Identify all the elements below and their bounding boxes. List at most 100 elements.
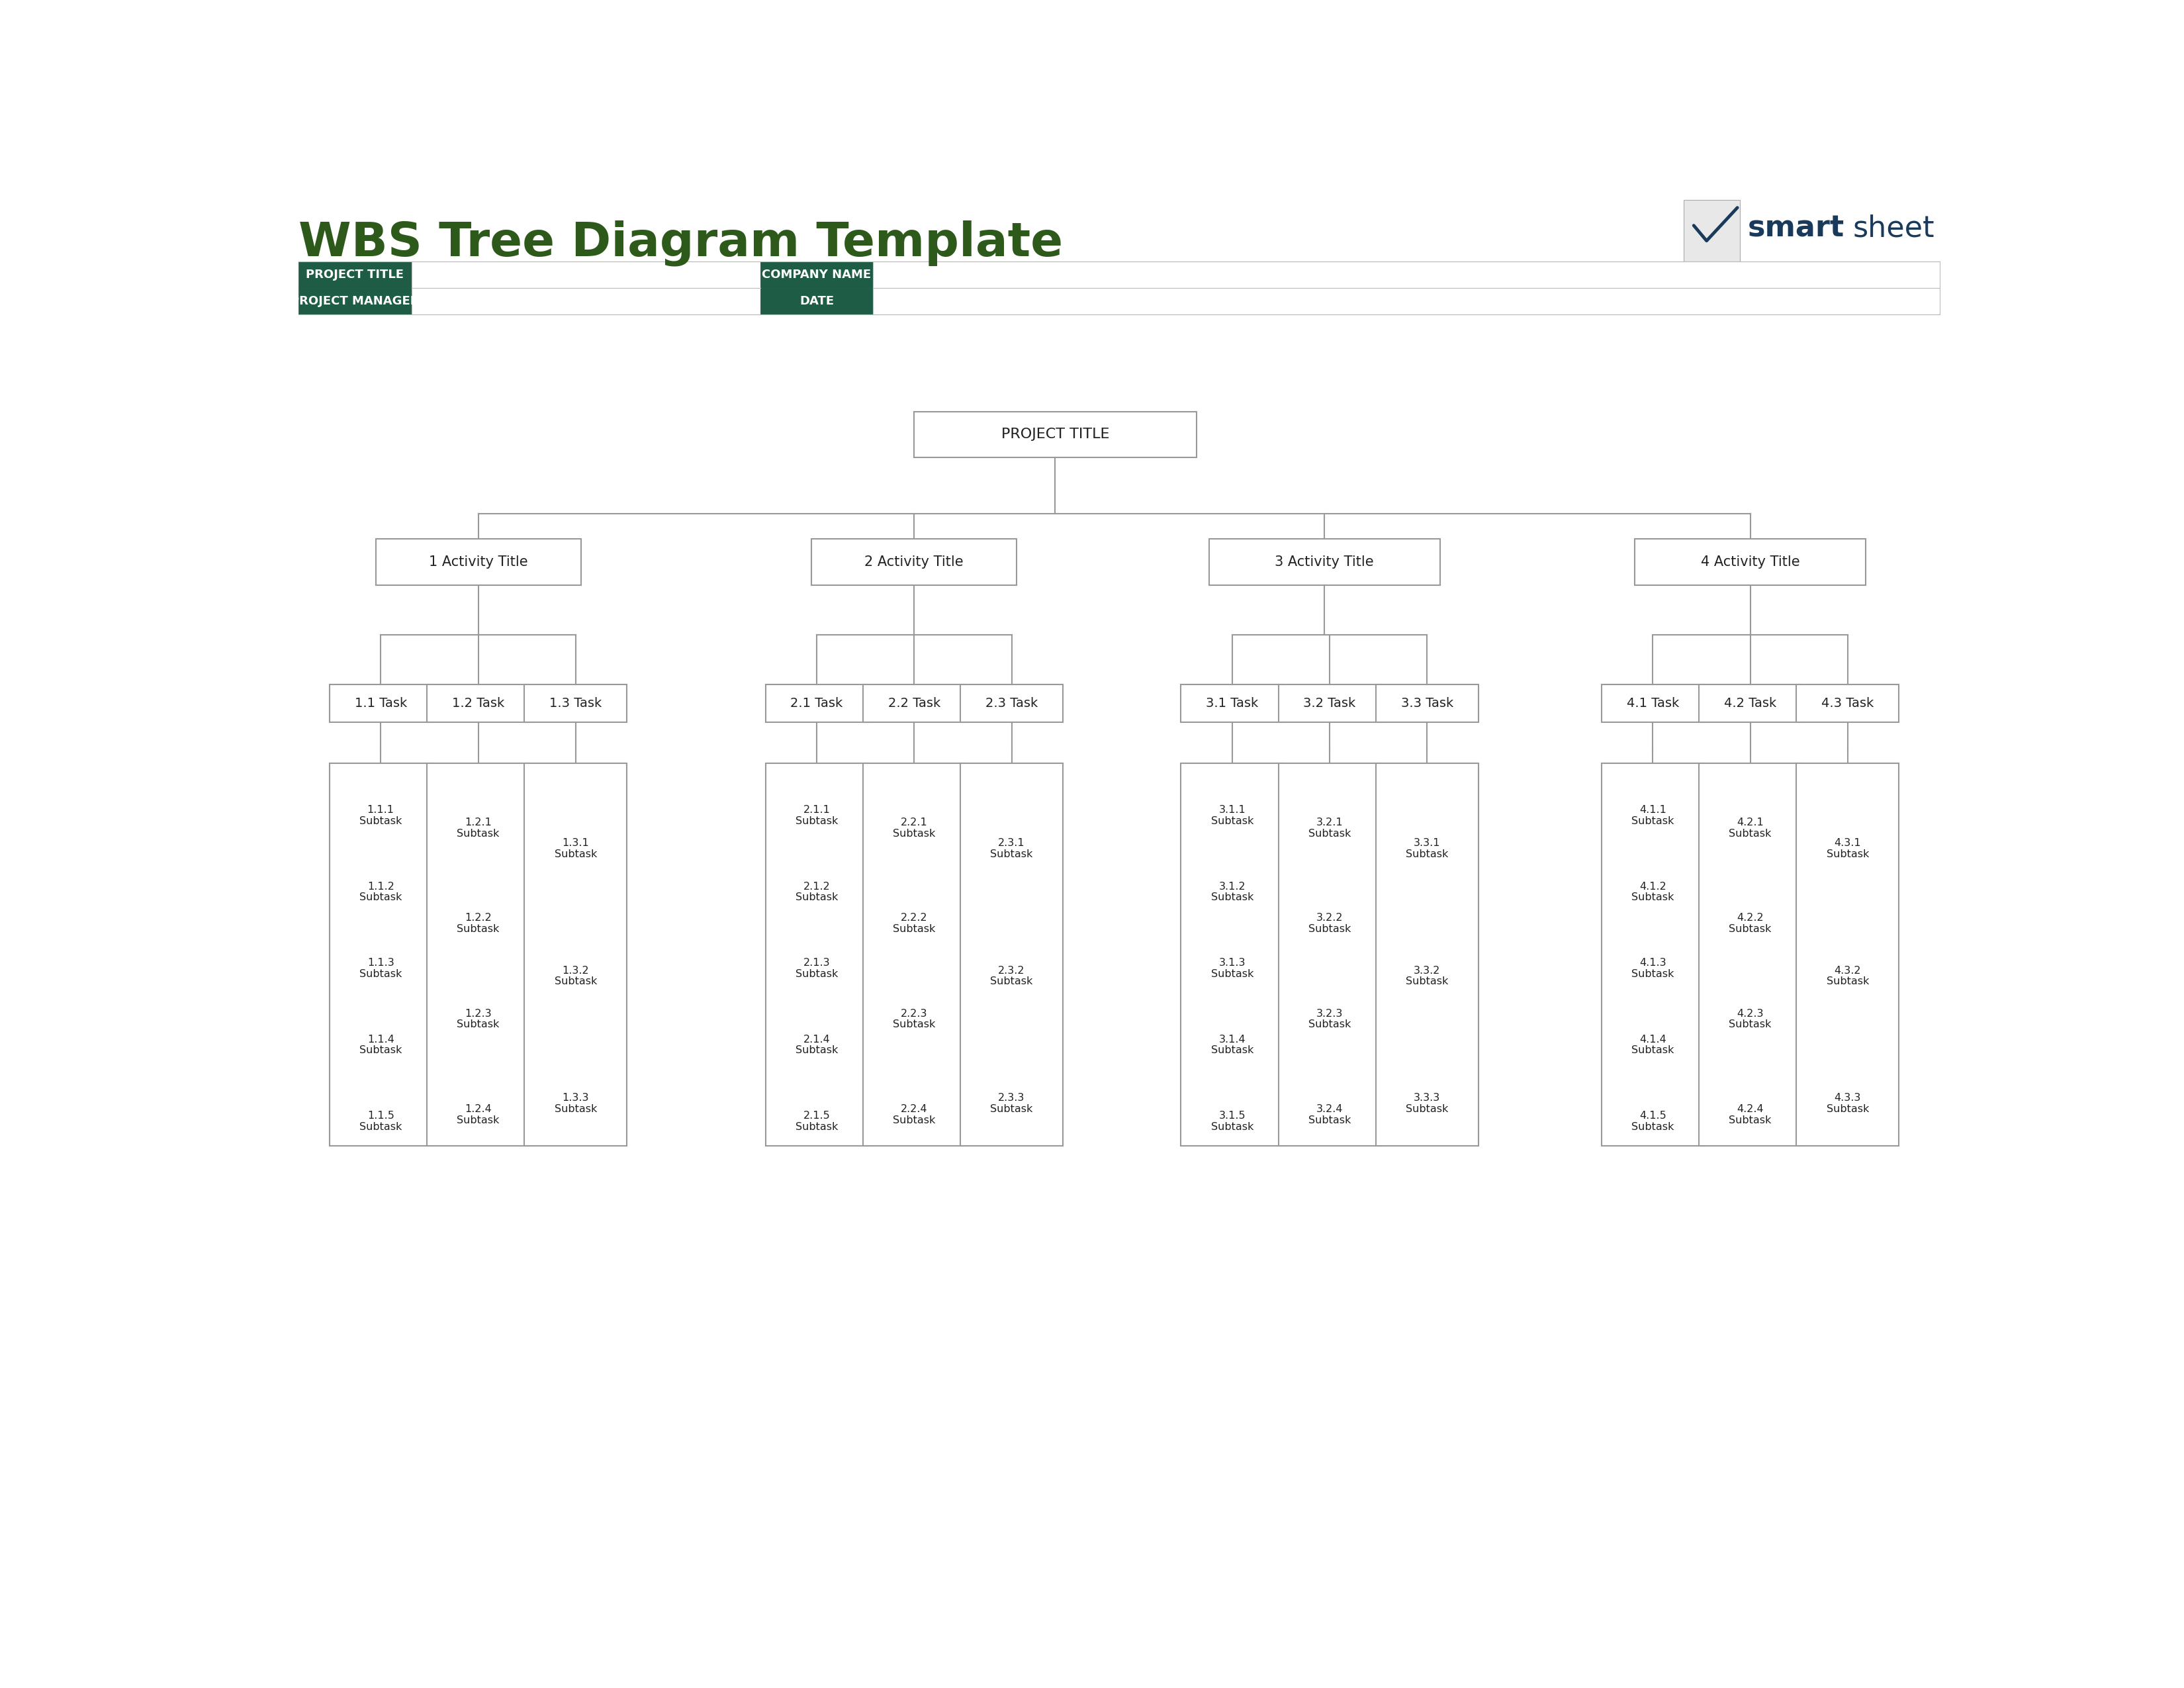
Text: 2.3.2
Subtask: 2.3.2 Subtask	[989, 966, 1033, 986]
Bar	[915, 412, 1197, 457]
Bar	[961, 763, 1064, 1146]
Text: 2.3 Task: 2.3 Task	[985, 697, 1037, 709]
Bar	[1601, 763, 1704, 1146]
Text: 3.2 Task: 3.2 Task	[1304, 697, 1356, 709]
Text: 2.3.3
Subtask: 2.3.3 Subtask	[989, 1092, 1033, 1114]
Text: 4.3.3
Subtask: 4.3.3 Subtask	[1826, 1092, 1870, 1114]
Text: 1.1.1
Subtask: 1.1.1 Subtask	[360, 805, 402, 825]
Text: WBS Tree Diagram Template: WBS Tree Diagram Template	[299, 221, 1064, 267]
Text: 3.3.3
Subtask: 3.3.3 Subtask	[1406, 1092, 1448, 1114]
Bar	[1636, 538, 1865, 584]
Text: 3.3.1
Subtask: 3.3.1 Subtask	[1406, 839, 1448, 859]
Text: 3.1.2
Subtask: 3.1.2 Subtask	[1210, 881, 1254, 903]
Text: 1.2.3
Subtask: 1.2.3 Subtask	[456, 1008, 500, 1030]
Text: 2.2.1
Subtask: 2.2.1 Subtask	[893, 817, 935, 839]
Bar	[760, 262, 874, 289]
Text: 1.2.1
Subtask: 1.2.1 Subtask	[456, 817, 500, 839]
Bar	[524, 763, 627, 1146]
Text: smart: smart	[1747, 214, 1843, 243]
Bar	[299, 289, 411, 314]
Bar	[863, 684, 965, 722]
Text: 4.1.1
Subtask: 4.1.1 Subtask	[1631, 805, 1673, 825]
Bar	[1210, 538, 1439, 584]
Text: 2.1 Task: 2.1 Task	[791, 697, 843, 709]
Text: 3.1.5
Subtask: 3.1.5 Subtask	[1210, 1111, 1254, 1133]
Bar	[299, 262, 411, 289]
Bar	[1699, 684, 1802, 722]
Text: 1 Activity Title: 1 Activity Title	[428, 555, 529, 569]
Text: 3.3 Task: 3.3 Task	[1400, 697, 1452, 709]
Text: 4.1.5
Subtask: 4.1.5 Subtask	[1631, 1111, 1673, 1133]
Text: 3.1.4
Subtask: 3.1.4 Subtask	[1210, 1035, 1254, 1055]
Text: 3.1 Task: 3.1 Task	[1206, 697, 1258, 709]
Text: 4.2.3
Subtask: 4.2.3 Subtask	[1730, 1008, 1771, 1030]
Bar	[1278, 684, 1380, 722]
Text: 3.1.3
Subtask: 3.1.3 Subtask	[1210, 957, 1254, 979]
Bar	[1684, 199, 1741, 267]
Text: 1.3.1
Subtask: 1.3.1 Subtask	[555, 839, 596, 859]
Text: 4.3 Task: 4.3 Task	[1821, 697, 1874, 709]
Bar	[1795, 763, 1898, 1146]
Text: 4.2.1
Subtask: 4.2.1 Subtask	[1730, 817, 1771, 839]
Text: 1.3.2
Subtask: 1.3.2 Subtask	[555, 966, 596, 986]
Bar	[1699, 763, 1802, 1146]
Text: 1.2.4
Subtask: 1.2.4 Subtask	[456, 1104, 500, 1126]
Text: 4 Activity Title: 4 Activity Title	[1701, 555, 1800, 569]
Text: 4.2 Task: 4.2 Task	[1723, 697, 1776, 709]
Bar	[330, 684, 432, 722]
Text: 4.1.2
Subtask: 4.1.2 Subtask	[1631, 881, 1673, 903]
Text: 3.1.1
Subtask: 3.1.1 Subtask	[1210, 805, 1254, 825]
Text: 4.3.1
Subtask: 4.3.1 Subtask	[1826, 839, 1870, 859]
Text: 2.1.4
Subtask: 2.1.4 Subtask	[795, 1035, 839, 1055]
Text: PROJECT MANAGER: PROJECT MANAGER	[290, 295, 419, 307]
Text: 2.1.2
Subtask: 2.1.2 Subtask	[795, 881, 839, 903]
Text: 4.2.2
Subtask: 4.2.2 Subtask	[1730, 913, 1771, 933]
Bar	[1795, 684, 1898, 722]
Text: 1.2 Task: 1.2 Task	[452, 697, 505, 709]
Text: sheet: sheet	[1852, 214, 1935, 243]
Text: 1.1.2
Subtask: 1.1.2 Subtask	[360, 881, 402, 903]
Bar	[812, 538, 1018, 584]
Text: PROJECT TITLE: PROJECT TITLE	[1000, 427, 1109, 441]
Bar	[764, 684, 867, 722]
Text: 2.1.1
Subtask: 2.1.1 Subtask	[795, 805, 839, 825]
Bar	[426, 684, 529, 722]
Text: 3.2.1
Subtask: 3.2.1 Subtask	[1308, 817, 1352, 839]
Bar	[1376, 684, 1479, 722]
Text: 1.1.4
Subtask: 1.1.4 Subtask	[360, 1035, 402, 1055]
Text: 2.2.3
Subtask: 2.2.3 Subtask	[893, 1008, 935, 1030]
Text: 3.2.4
Subtask: 3.2.4 Subtask	[1308, 1104, 1352, 1126]
Text: 2.3.1
Subtask: 2.3.1 Subtask	[989, 839, 1033, 859]
Text: 1.1 Task: 1.1 Task	[354, 697, 406, 709]
Bar	[874, 262, 1939, 314]
Bar	[1278, 763, 1380, 1146]
Text: COMPANY NAME: COMPANY NAME	[762, 268, 871, 280]
Text: 4.2.4
Subtask: 4.2.4 Subtask	[1730, 1104, 1771, 1126]
Bar	[1601, 684, 1704, 722]
Bar	[330, 763, 432, 1146]
Text: 3.2.2
Subtask: 3.2.2 Subtask	[1308, 913, 1352, 933]
Bar	[411, 262, 760, 314]
Bar	[376, 538, 581, 584]
Text: 4.1 Task: 4.1 Task	[1627, 697, 1679, 709]
Bar	[1376, 763, 1479, 1146]
Text: 1.2.2
Subtask: 1.2.2 Subtask	[456, 913, 500, 933]
Text: 3.2.3
Subtask: 3.2.3 Subtask	[1308, 1008, 1352, 1030]
Text: 1.1.3
Subtask: 1.1.3 Subtask	[360, 957, 402, 979]
Text: 2.2.4
Subtask: 2.2.4 Subtask	[893, 1104, 935, 1126]
Text: 1.1.5
Subtask: 1.1.5 Subtask	[360, 1111, 402, 1133]
Bar	[863, 763, 965, 1146]
Text: 3 Activity Title: 3 Activity Title	[1275, 555, 1374, 569]
Text: 2 Activity Title: 2 Activity Title	[865, 555, 963, 569]
Text: 3.3.2
Subtask: 3.3.2 Subtask	[1406, 966, 1448, 986]
Text: 2.1.5
Subtask: 2.1.5 Subtask	[795, 1111, 839, 1133]
Text: 2.2.2
Subtask: 2.2.2 Subtask	[893, 913, 935, 933]
Text: PROJECT TITLE: PROJECT TITLE	[306, 268, 404, 280]
Text: 2.1.3
Subtask: 2.1.3 Subtask	[795, 957, 839, 979]
Text: 4.3.2
Subtask: 4.3.2 Subtask	[1826, 966, 1870, 986]
Text: 1.3.3
Subtask: 1.3.3 Subtask	[555, 1092, 596, 1114]
Bar	[764, 763, 867, 1146]
Text: 4.1.3
Subtask: 4.1.3 Subtask	[1631, 957, 1673, 979]
Bar	[1182, 684, 1284, 722]
Text: 4.1.4
Subtask: 4.1.4 Subtask	[1631, 1035, 1673, 1055]
